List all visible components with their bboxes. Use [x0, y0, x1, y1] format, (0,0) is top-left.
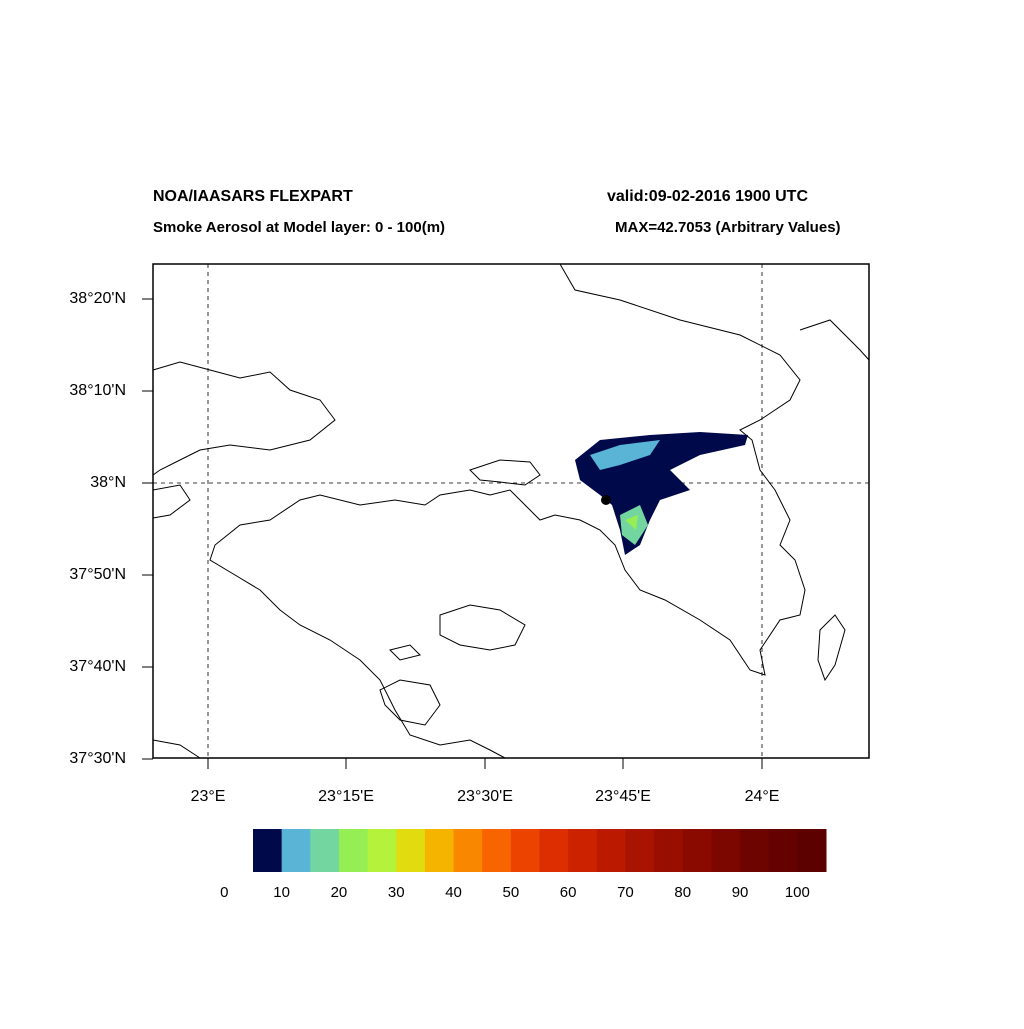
source-point	[601, 495, 611, 505]
lat-label: 38°N	[90, 474, 126, 491]
colorbar-box	[338, 829, 369, 872]
lon-label: 23°45'E	[595, 788, 651, 805]
map-area	[152, 263, 870, 759]
colorbar-box	[711, 829, 741, 872]
colorbar-box	[797, 829, 827, 872]
colorbar-label: 80	[674, 884, 691, 901]
coastline	[799, 319, 870, 361]
colorbar-box	[654, 829, 684, 872]
colorbar-box	[768, 829, 798, 872]
coastline	[152, 361, 336, 476]
lat-label: 38°10'N	[69, 382, 126, 399]
colorbar-box	[253, 829, 283, 872]
colorbar-label: 30	[388, 884, 405, 901]
coastline	[379, 679, 441, 726]
coastline	[439, 604, 526, 651]
colorbar-label: 50	[503, 884, 520, 901]
colorbar-label: 0	[220, 884, 228, 901]
colorbar-box	[682, 829, 712, 872]
lat-label: 37°30'N	[69, 750, 126, 767]
lat-label: 37°40'N	[69, 658, 126, 675]
colorbar-label: 20	[331, 884, 348, 901]
colorbar-box	[568, 829, 598, 872]
valid-time: valid:09-02-2016 1900 UTC	[607, 188, 808, 205]
colorbar-label: 90	[732, 884, 749, 901]
lon-label: 23°15'E	[318, 788, 374, 805]
lat-label: 38°20'N	[69, 290, 126, 307]
colorbar-box	[740, 829, 770, 872]
coastline	[209, 263, 806, 759]
colorbar-box	[310, 829, 340, 872]
colorbar-box	[596, 829, 626, 872]
colorbar-label: 40	[445, 884, 462, 901]
subtitle: Smoke Aerosol at Model layer: 0 - 100(m)	[153, 219, 445, 236]
coastline	[152, 739, 201, 759]
title: NOA/IAASARS FLEXPART	[153, 188, 353, 205]
colorbar-box	[482, 829, 512, 872]
colorbar-label: 100	[785, 884, 810, 901]
colorbar-box	[424, 829, 455, 872]
colorbar-box	[367, 829, 397, 872]
coastline	[469, 459, 541, 486]
lon-label: 24°E	[745, 788, 780, 805]
colorbar-box	[539, 829, 569, 872]
lat-label: 37°50'N	[69, 566, 126, 583]
colorbar-label: 60	[560, 884, 577, 901]
smoke-plume	[590, 440, 660, 470]
colorbar-box	[453, 829, 483, 872]
colorbar-box	[625, 829, 655, 872]
coastline	[152, 484, 191, 519]
max-value: MAX=42.7053 (Arbitrary Values)	[615, 219, 841, 236]
smoke-plume	[625, 515, 638, 530]
colorbar-box	[396, 829, 426, 872]
colorbar-box	[281, 829, 311, 872]
coastline	[389, 644, 421, 661]
lon-label: 23°30'E	[457, 788, 513, 805]
lon-label: 23°E	[191, 788, 226, 805]
map-frame	[152, 263, 870, 759]
coastline	[817, 614, 846, 682]
colorbar-box	[510, 829, 540, 872]
colorbar-label: 70	[617, 884, 634, 901]
colorbar-label: 10	[273, 884, 290, 901]
